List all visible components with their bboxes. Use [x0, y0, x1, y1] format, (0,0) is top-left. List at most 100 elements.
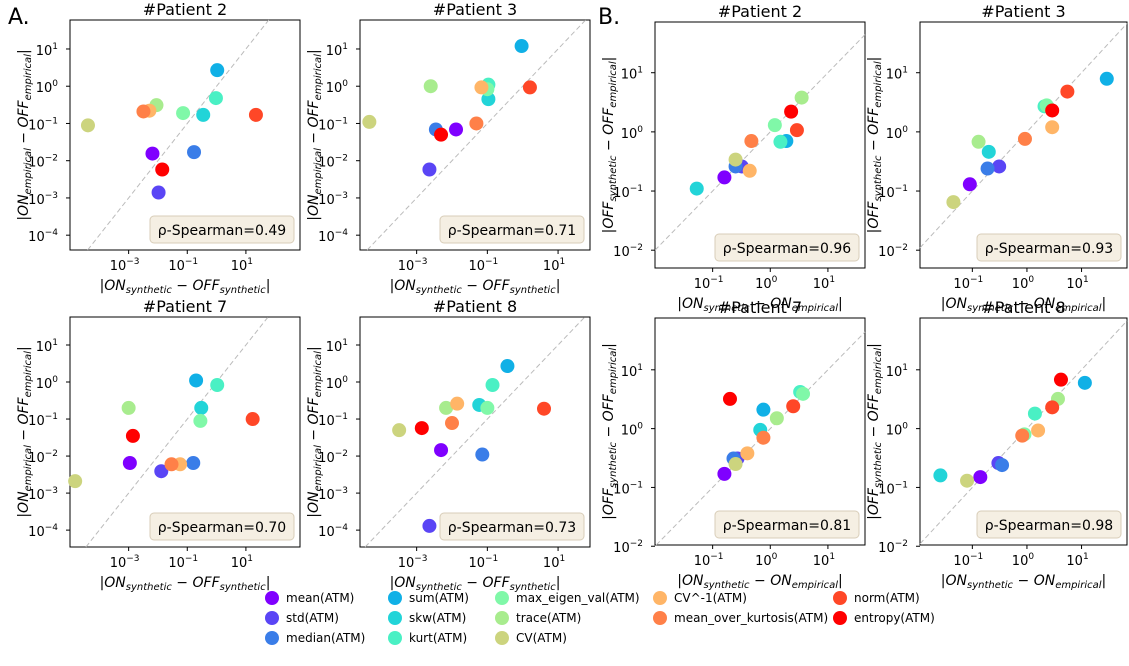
- legend-label: CV^-1(ATM): [674, 591, 747, 605]
- point: [1099, 71, 1114, 86]
- annotation: ρ-Spearman=0.49: [158, 223, 286, 239]
- tick-base: 10: [36, 44, 53, 59]
- legend-label: sum(ATM): [409, 591, 469, 605]
- legend-marker: [388, 631, 402, 645]
- point: [717, 466, 732, 481]
- tick-exponent: −1: [45, 412, 58, 422]
- identity-line: [655, 331, 866, 546]
- tick-label: 10−3: [318, 486, 348, 503]
- point: [121, 400, 136, 415]
- tick-label: 101: [813, 275, 835, 292]
- tick-base: 10: [1066, 554, 1083, 569]
- axis-label-part: |ON: [16, 491, 32, 518]
- axis-label-part: |ON: [100, 278, 127, 294]
- axis-label-subscript: empirical: [23, 148, 34, 195]
- point: [789, 123, 804, 138]
- axis-label-part: |ON: [100, 575, 127, 591]
- tick-label: 101: [326, 42, 348, 59]
- axis-label: |OFFsynthetic − OFFempirical|: [866, 343, 884, 520]
- axis-label-part: |ON: [16, 194, 32, 221]
- tick-base: 10: [543, 259, 560, 274]
- axis-label-subscript: synthetic: [873, 155, 884, 202]
- point: [362, 114, 377, 129]
- tick-exponent: −2: [45, 449, 58, 459]
- tick-base: 10: [326, 340, 343, 355]
- tick-label: 10−2: [28, 154, 58, 171]
- axis-label-subscript: synthetic: [967, 303, 1014, 314]
- tick-base: 10: [168, 259, 185, 274]
- tick-exponent: 0: [902, 125, 908, 135]
- tick-base: 10: [28, 193, 45, 208]
- tick-base: 10: [613, 482, 630, 497]
- axis-label-part: − OFF: [462, 278, 511, 294]
- axis-label: |OFFsynthetic − OFFempirical|: [866, 57, 884, 234]
- legend-marker: [495, 631, 509, 645]
- legend-marker: [265, 591, 279, 605]
- tick-label: 10−1: [694, 275, 724, 292]
- tick-exponent: 1: [247, 257, 253, 267]
- point: [742, 163, 757, 178]
- point: [980, 161, 995, 176]
- tick-exponent: −1: [185, 257, 198, 267]
- tick-label: 10−1: [168, 257, 198, 274]
- tick-exponent: 1: [342, 338, 348, 348]
- axis-label-part: |ON: [677, 296, 704, 312]
- point: [449, 122, 464, 137]
- point: [189, 373, 204, 388]
- tick-exponent: −1: [970, 275, 983, 285]
- tick-base: 10: [621, 127, 638, 142]
- axis-label-part: |: [556, 575, 561, 591]
- plot-frame: [69, 316, 301, 548]
- legend-label: norm(ATM): [854, 591, 920, 605]
- tick-label: 100: [326, 79, 349, 96]
- tick-exponent: 0: [902, 422, 908, 432]
- point: [960, 473, 975, 488]
- axis-label-part: |: [866, 57, 882, 62]
- annotation: ρ-Spearman=0.70: [158, 520, 286, 536]
- point: [514, 39, 529, 54]
- tick-label: 10−2: [28, 449, 58, 466]
- tick-label: 10−4: [28, 523, 58, 540]
- tick-label: 101: [326, 338, 348, 355]
- point: [475, 447, 490, 462]
- tick-label: 100: [886, 125, 909, 142]
- tick-base: 10: [326, 377, 343, 392]
- tick-exponent: −3: [335, 191, 348, 201]
- chart-title: #Patient 7: [143, 297, 227, 316]
- point: [995, 458, 1010, 473]
- tick-exponent: 1: [829, 275, 835, 285]
- tick-exponent: 1: [342, 42, 348, 52]
- point: [973, 470, 988, 485]
- tick-base: 10: [953, 554, 970, 569]
- tick-base: 10: [694, 554, 711, 569]
- tick-exponent: 1: [52, 42, 58, 52]
- axis-label: |OFFsynthetic − OFFempirical|: [601, 343, 619, 520]
- tick-base: 10: [621, 424, 638, 439]
- axis-label-part: − OFF: [601, 393, 617, 442]
- annotation-box: [439, 512, 585, 541]
- tick-exponent: 0: [342, 79, 348, 89]
- axis-label-subscript: empirical: [23, 445, 34, 492]
- tick-label: 10−3: [318, 191, 348, 208]
- axis-label-subscript: synthetic: [608, 441, 619, 488]
- axis-label: |ONempirical − OFFempirical|: [16, 49, 34, 220]
- tick-base: 10: [468, 556, 485, 571]
- axis-label: |ONsynthetic − OFFsynthetic|: [390, 278, 561, 296]
- tick-exponent: 0: [637, 125, 643, 135]
- point: [248, 107, 263, 122]
- point: [992, 159, 1007, 174]
- point: [1053, 372, 1068, 387]
- point: [794, 90, 809, 105]
- tick-label: 10−2: [613, 243, 643, 260]
- tick-exponent: −4: [335, 523, 349, 533]
- legend-marker: [495, 611, 509, 625]
- legend-marker: [265, 611, 279, 625]
- tick-base: 10: [36, 377, 53, 392]
- point: [1045, 400, 1060, 415]
- axis-label-subscript: empirical: [1055, 303, 1102, 314]
- point: [187, 145, 202, 160]
- legend-label: mean(ATM): [286, 591, 354, 605]
- tick-exponent: −1: [485, 257, 498, 267]
- axis-label-part: |: [1102, 296, 1107, 312]
- tick-label: 101: [886, 66, 908, 83]
